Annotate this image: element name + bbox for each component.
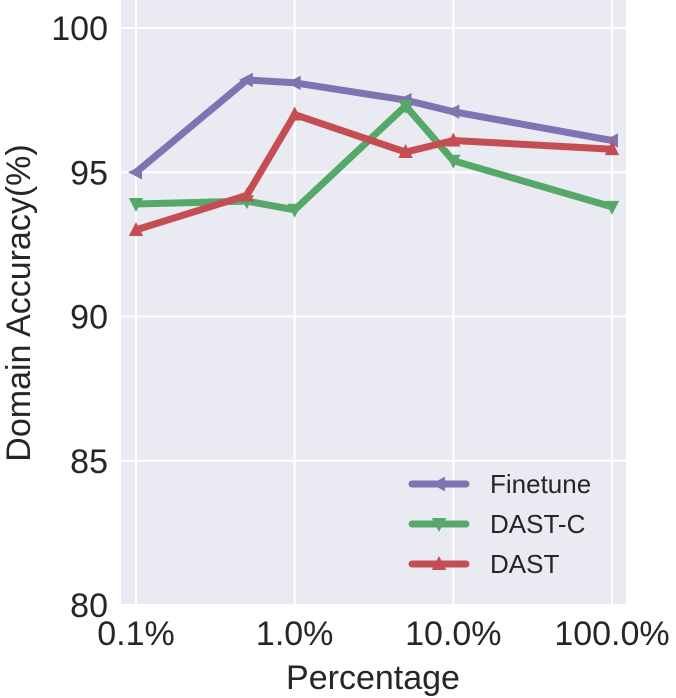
series-finetune (128, 72, 618, 180)
legend-label: DAST (490, 549, 559, 579)
x-tick-label: 1.0% (256, 615, 334, 653)
data-point (128, 197, 144, 212)
legend-marker (431, 518, 447, 532)
legend: Finetune DAST-C DAST (408, 469, 591, 579)
legend-item: Finetune (408, 469, 591, 499)
y-axis-label: Domain Accuracy(%) (0, 144, 38, 461)
data-point (287, 106, 302, 121)
x-tick-labels: 0.1% 1.0% 10.0% 100.0% (97, 615, 669, 653)
legend-item: DAST-C (408, 509, 585, 539)
y-tick-labels: 80 85 90 95 100 (51, 10, 108, 625)
y-tick-label: 90 (70, 299, 108, 337)
grid-lines (121, 0, 626, 606)
series-dast (128, 106, 620, 236)
legend-label: Finetune (490, 469, 591, 499)
series-line-finetune (132, 76, 616, 176)
x-tick-label: 10.0% (405, 615, 501, 653)
data-point (238, 72, 253, 88)
x-tick-label: 100.0% (554, 615, 669, 653)
y-tick-label: 95 (70, 154, 108, 192)
legend-label: DAST-C (490, 509, 585, 539)
legend-marker (431, 556, 447, 570)
x-tick-label: 0.1% (97, 615, 175, 653)
data-point (398, 144, 413, 159)
y-tick-label: 80 (70, 587, 108, 625)
data-point (446, 132, 461, 147)
y-tick-label: 85 (70, 443, 108, 481)
series-line-dast (132, 111, 616, 234)
data-point (445, 104, 460, 119)
data-point (604, 141, 620, 156)
data-point (128, 221, 144, 236)
data-point (128, 165, 142, 180)
series-group (128, 72, 620, 236)
data-point (239, 187, 255, 202)
y-tick-label: 100 (51, 10, 108, 48)
data-point (287, 203, 302, 218)
data-point (604, 133, 618, 148)
data-point (398, 99, 413, 114)
plot-background (121, 0, 626, 605)
legend-item: DAST (408, 549, 559, 579)
data-point (446, 154, 461, 169)
data-point (286, 75, 301, 91)
x-axis-label: Percentage (286, 659, 460, 697)
data-point (604, 200, 620, 215)
legend-marker (431, 476, 445, 492)
